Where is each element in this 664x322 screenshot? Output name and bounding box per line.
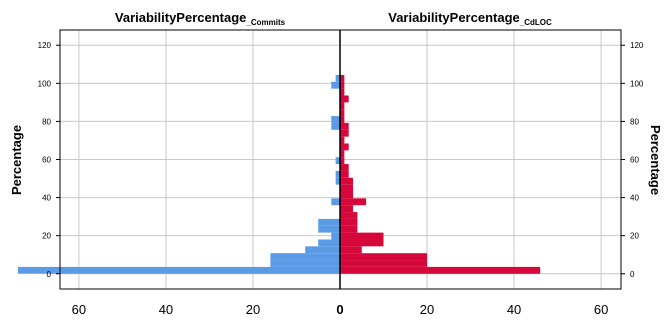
commits-histogram-bar xyxy=(318,239,340,247)
cdloc-histogram-bar xyxy=(340,81,345,89)
cdloc-histogram-bar xyxy=(340,184,354,192)
cdloc-histogram-bar xyxy=(340,88,345,96)
commits-histogram-bar xyxy=(305,246,340,254)
commits-histogram-bar xyxy=(331,232,340,240)
cdloc-histogram-bar xyxy=(340,129,349,137)
commits-histogram-bar xyxy=(335,157,340,165)
y-axis-title-left: Percentage xyxy=(9,125,24,195)
y-tick-label-left: 40 xyxy=(42,194,51,203)
commits-histogram-bar xyxy=(335,74,340,82)
y-tick-label-left: 60 xyxy=(42,156,51,165)
commits-histogram-bar xyxy=(318,225,340,233)
cdloc-histogram-bar xyxy=(340,212,358,219)
cdloc-histogram-bar xyxy=(340,122,349,130)
cdloc-histogram-bar xyxy=(340,177,354,185)
left-panel-title-main: VariabilityPercentage xyxy=(115,10,247,25)
commits-histogram-bar xyxy=(18,266,340,274)
right-panel-title-main: VariabilityPercentage xyxy=(388,10,520,25)
y-tick-label-right: 80 xyxy=(630,117,639,126)
y-tick-label-left: 80 xyxy=(42,117,51,126)
cdloc-histogram-bar xyxy=(340,164,349,171)
x-tick-label-left: 0 xyxy=(336,302,343,317)
cdloc-histogram-bar xyxy=(340,116,345,123)
cdloc-histogram-bar xyxy=(340,205,354,213)
cdloc-histogram-bar xyxy=(340,170,349,178)
x-tick-label-left: 20 xyxy=(246,302,260,317)
cdloc-histogram-bar xyxy=(340,253,428,261)
cdloc-histogram-bar xyxy=(340,74,345,82)
y-tick-label-left: 120 xyxy=(38,41,52,50)
commits-histogram-bar xyxy=(318,218,340,226)
commits-histogram-bar xyxy=(335,170,340,178)
cdloc-histogram-bar xyxy=(340,266,541,274)
cdloc-histogram-bar xyxy=(340,109,345,117)
y-tick-label-right: 20 xyxy=(630,232,639,241)
cdloc-histogram-bar xyxy=(340,150,345,158)
y-tick-label-left: 0 xyxy=(47,270,52,279)
cdloc-histogram-bar xyxy=(340,232,384,240)
y-axis-title-right: Percentage xyxy=(648,125,663,195)
right-panel-title-sub: _CdLOC xyxy=(519,18,552,27)
commits-histogram-bar xyxy=(270,260,340,267)
commits-histogram-bar xyxy=(331,122,340,130)
y-tick-label-right: 60 xyxy=(630,156,639,165)
cdloc-histogram-bar xyxy=(340,136,345,144)
y-tick-label-right: 100 xyxy=(630,79,644,88)
x-tick-label-right: 40 xyxy=(507,302,521,317)
cdloc-histogram-bar xyxy=(340,157,345,165)
y-tick-label-right: 0 xyxy=(630,270,635,279)
cdloc-histogram-bar xyxy=(340,260,428,267)
y-tick-label-right: 120 xyxy=(630,41,644,50)
right-panel-title: VariabilityPercentage_CdLOC xyxy=(388,10,552,27)
left-panel-title-sub: _Commits xyxy=(245,18,285,27)
commits-histogram-bar xyxy=(335,177,340,185)
cdloc-histogram-bar xyxy=(340,95,349,103)
commits-histogram-bar xyxy=(331,81,340,89)
commits-histogram-bar xyxy=(331,198,340,206)
y-tick-label-left: 100 xyxy=(38,79,52,88)
cdloc-histogram-bar xyxy=(340,198,367,206)
x-tick-label-left: 40 xyxy=(159,302,173,317)
cdloc-histogram-bar xyxy=(340,191,354,199)
x-tick-label-right: 20 xyxy=(420,302,434,317)
bars-layer xyxy=(18,74,541,274)
cdloc-histogram-bar xyxy=(340,143,349,151)
y-tick-label-right: 40 xyxy=(630,194,639,203)
x-tick-label-left: 60 xyxy=(72,302,86,317)
cdloc-histogram-bar xyxy=(340,246,362,254)
cdloc-histogram-bar xyxy=(340,218,358,226)
y-tick-label-left: 20 xyxy=(42,232,51,241)
cdloc-histogram-bar xyxy=(340,102,345,110)
ticks-layer: 0020204040606080801001001201208060402002… xyxy=(38,41,644,317)
left-panel-title: VariabilityPercentage_Commits xyxy=(115,10,286,27)
x-tick-label-right: 60 xyxy=(594,302,608,317)
commits-histogram-bar xyxy=(270,253,340,261)
cdloc-histogram-bar xyxy=(340,225,358,233)
cdloc-histogram-bar xyxy=(340,239,384,247)
commits-histogram-bar xyxy=(331,116,340,123)
